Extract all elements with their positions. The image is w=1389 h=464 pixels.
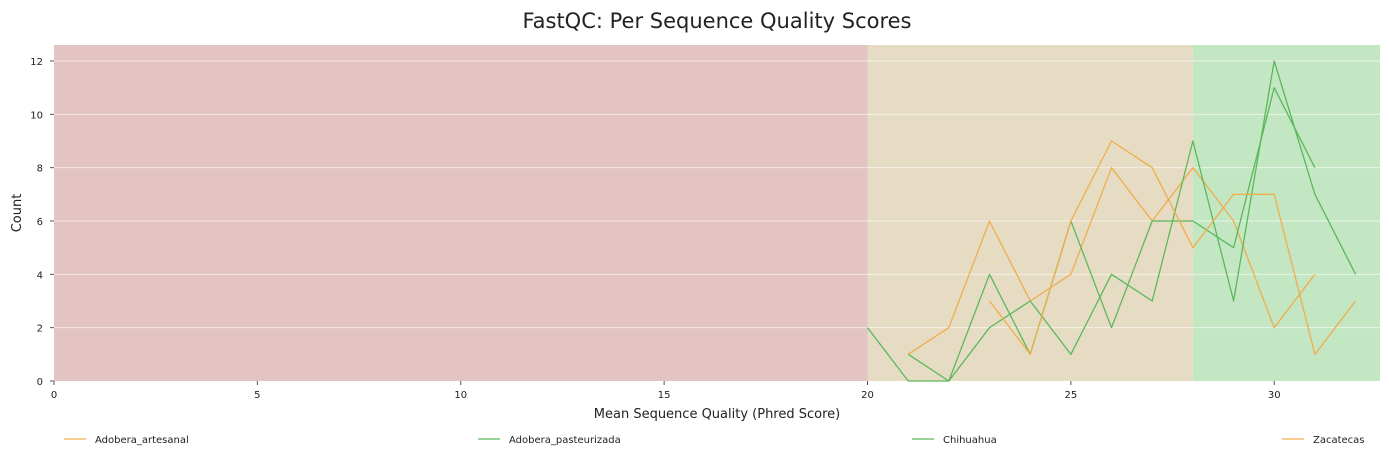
x-axis: 0 5 10 15 20 25 30 (51, 381, 1281, 401)
x-tick-label: 20 (861, 390, 874, 401)
y-tick-label: 6 (37, 217, 43, 228)
series-lines (866, 60, 1357, 382)
x-tick-label: 15 (658, 390, 671, 401)
x-tick-label: 0 (51, 390, 57, 401)
legend-item[interactable]: Adobera_pasteurizada (478, 435, 621, 446)
legend-label: Adobera_artesanal (95, 435, 189, 446)
legend-item[interactable]: Zacatecas (1282, 435, 1365, 446)
y-tick-label: 10 (30, 110, 43, 121)
x-tick-label: 10 (454, 390, 467, 401)
series-line-adobera-artesanal (907, 167, 1316, 355)
y-tick-label: 12 (30, 57, 43, 68)
y-axis-label: Count (10, 194, 25, 233)
x-tick-label: 25 (1065, 390, 1078, 401)
legend: Adobera_artesanal Adobera_pasteurizada Chi… (64, 435, 1365, 446)
x-axis-label: Mean Sequence Quality (Phred Score) (594, 407, 840, 422)
y-axis: 0 2 4 6 8 10 12 (30, 57, 54, 388)
series-line-zacatecas (988, 140, 1357, 355)
legend-label: Zacatecas (1313, 435, 1365, 446)
x-tick-label: 5 (254, 390, 260, 401)
quality-bands (54, 45, 1380, 381)
y-tick-label: 2 (37, 324, 43, 335)
legend-item[interactable]: Chihuahua (912, 435, 997, 446)
grid-lines (54, 60, 1380, 329)
y-tick-label: 8 (37, 164, 43, 175)
quality-band-2 (1192, 45, 1380, 381)
chart-title: FastQC: Per Sequence Quality Scores (522, 9, 911, 33)
legend-label: Adobera_pasteurizada (509, 435, 621, 446)
legend-item[interactable]: Adobera_artesanal (64, 435, 189, 446)
quality-band-1 (867, 45, 1193, 381)
x-tick-label: 30 (1268, 390, 1281, 401)
y-tick-label: 4 (37, 270, 43, 281)
quality-band-0 (54, 45, 868, 381)
y-tick-label: 0 (37, 377, 43, 388)
legend-label: Chihuahua (943, 435, 997, 446)
